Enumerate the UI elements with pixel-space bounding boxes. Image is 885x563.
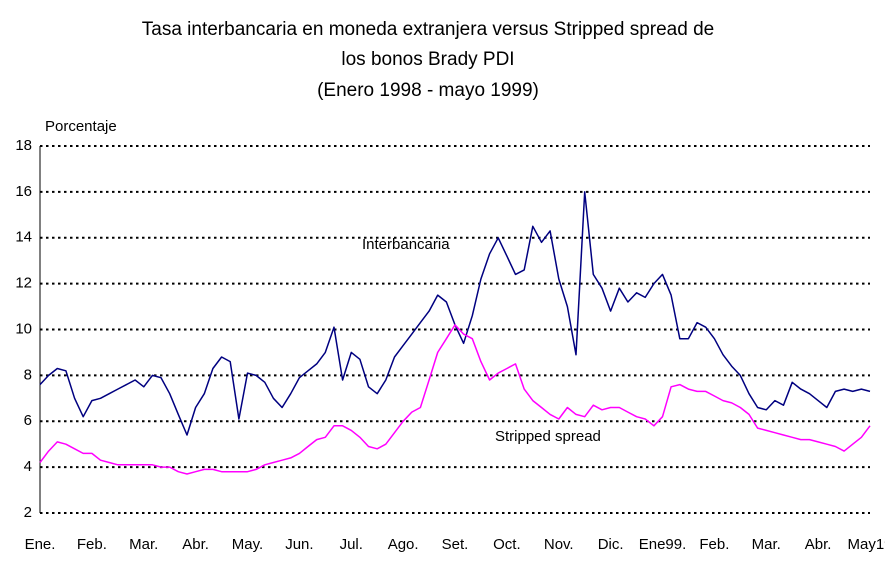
y-tick-label: 2 bbox=[24, 504, 32, 521]
line-series bbox=[39, 324, 871, 475]
chart-title: los bonos Brady PDI bbox=[341, 49, 514, 70]
x-tick-label: Jul. bbox=[340, 536, 363, 553]
line-series bbox=[39, 191, 871, 436]
y-tick-label: 6 bbox=[24, 412, 32, 429]
y-tick-label: 14 bbox=[15, 229, 32, 246]
chart-title: Tasa interbancaria en moneda extranjera … bbox=[142, 19, 714, 40]
x-tick-label: May. bbox=[232, 536, 263, 553]
x-tick-label: Abr. bbox=[805, 536, 832, 553]
annotation: Interbancaria bbox=[362, 236, 450, 253]
x-tick-label: Ago. bbox=[388, 536, 419, 553]
x-tick-label: Abr. bbox=[182, 536, 209, 553]
y-tick-label: 8 bbox=[24, 366, 32, 383]
x-tick-label: Feb. bbox=[699, 536, 729, 553]
x-tick-label: Dic. bbox=[598, 536, 624, 553]
x-tick-label: Mar. bbox=[129, 536, 158, 553]
y-tick-label: 4 bbox=[24, 458, 32, 475]
annotation: Stripped spread bbox=[495, 428, 601, 445]
y-tick-label: 10 bbox=[15, 320, 32, 337]
x-tick-label: Ene99. bbox=[639, 536, 687, 553]
y-axis-label: Porcentaje bbox=[45, 118, 117, 135]
x-tick-label: Oct. bbox=[493, 536, 521, 553]
chart-title: (Enero 1998 - mayo 1999) bbox=[317, 80, 539, 101]
y-tick-label: 16 bbox=[15, 183, 32, 200]
y-tick-label: 12 bbox=[15, 275, 32, 292]
y-tick-label: 18 bbox=[15, 137, 32, 154]
x-tick-label: May19 bbox=[847, 536, 885, 553]
x-tick-label: Mar. bbox=[752, 536, 781, 553]
x-tick-label: Ene. bbox=[25, 536, 56, 553]
x-tick-label: Set. bbox=[442, 536, 469, 553]
x-tick-label: Feb. bbox=[77, 536, 107, 553]
x-tick-label: Jun. bbox=[285, 536, 313, 553]
x-tick-label: Nov. bbox=[544, 536, 574, 553]
